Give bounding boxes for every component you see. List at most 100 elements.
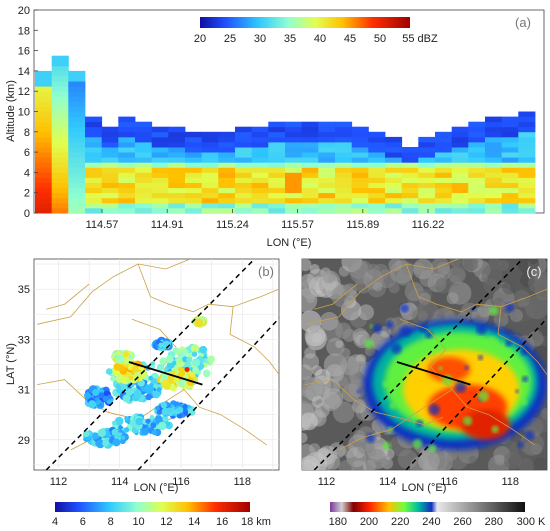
reflectivity-cell	[35, 121, 53, 128]
reflectivity-cell	[501, 172, 519, 178]
reflectivity-cell	[185, 202, 203, 209]
echo-pixel	[178, 380, 186, 387]
reflectivity-cell	[301, 202, 319, 209]
reflectivity-cell	[351, 197, 369, 204]
tb-cell	[454, 381, 467, 393]
reflectivity-cell	[68, 177, 86, 183]
echo-pixel	[182, 356, 189, 363]
reflectivity-cell	[118, 167, 136, 173]
echo-pixel	[137, 379, 145, 387]
reflectivity-cell	[318, 157, 336, 163]
reflectivity-cell	[35, 167, 53, 173]
reflectivity-cell	[335, 187, 353, 194]
reflectivity-cell	[168, 157, 186, 163]
echo-pixel	[202, 369, 211, 378]
reflectivity-cell	[68, 142, 86, 148]
panel-b-lat-ticks: 29 31 33 35	[18, 284, 30, 447]
tb-cell	[438, 366, 444, 371]
tb-texture	[437, 262, 450, 275]
lon-tick-label: 112	[50, 476, 68, 488]
reflectivity-cell	[318, 136, 336, 143]
reflectivity-cell	[35, 197, 53, 204]
reflectivity-cell	[35, 106, 53, 112]
tb-texture	[358, 304, 374, 321]
reflectivity-cell	[451, 172, 469, 178]
reflectivity-cell	[85, 116, 103, 123]
reflectivity-cell	[118, 142, 136, 148]
reflectivity-cell	[335, 202, 353, 209]
echo-pixel	[159, 357, 167, 365]
reflectivity-cell	[268, 142, 286, 148]
reflectivity-cell	[285, 121, 303, 128]
reflectivity-cell	[485, 121, 503, 128]
reflectivity-cell	[135, 177, 153, 183]
reflectivity-cell	[118, 131, 136, 138]
tb-cell	[504, 302, 515, 313]
reflectivity-cell	[235, 177, 253, 183]
colorbar-tick-label: 300 K	[517, 516, 546, 528]
reflectivity-cell	[368, 197, 386, 204]
reflectivity-cell	[401, 147, 419, 153]
reflectivity-cell	[318, 197, 336, 204]
tb-texture	[364, 345, 376, 357]
lat-tick-label: 35	[18, 284, 30, 296]
reflectivity-cell	[85, 177, 103, 183]
reflectivity-cell	[351, 177, 369, 183]
lat-tick-label: 29	[18, 435, 30, 447]
lon-tick-label: 112	[318, 476, 336, 488]
panel-b-lon-ticks: 112 114 116 118	[50, 476, 251, 488]
reflectivity-cell	[518, 192, 536, 199]
province-border	[229, 306, 279, 375]
tb-cell	[382, 380, 390, 388]
reflectivity-cell	[435, 136, 453, 143]
reflectivity-cell	[451, 182, 469, 189]
tb-cell	[382, 441, 391, 451]
echo-pixel	[88, 400, 97, 409]
echo-pixel	[170, 370, 175, 375]
echo-pixel	[151, 430, 157, 436]
reflectivity-cell	[168, 197, 186, 204]
reflectivity-cell	[35, 187, 53, 194]
reflectivity-cell	[68, 70, 86, 77]
reflectivity-cell	[68, 152, 86, 158]
reflectivity-cell	[468, 167, 486, 173]
reflectivity-cell	[518, 187, 536, 194]
echo-pixel	[97, 428, 107, 438]
reflectivity-cell	[485, 192, 503, 199]
reflectivity-cell	[85, 131, 103, 138]
panel-a-label: (a)	[515, 15, 531, 30]
reflectivity-cell	[351, 126, 369, 133]
reflectivity-cell	[151, 182, 169, 189]
panel-c-swath-lines	[313, 259, 547, 470]
colorbar-tick-label: 30	[254, 33, 266, 45]
reflectivity-cell	[285, 202, 303, 209]
reflectivity-cell	[335, 172, 353, 178]
reflectivity-cell	[218, 207, 236, 214]
reflectivity-cell	[251, 131, 269, 138]
reflectivity-cell	[351, 142, 369, 148]
tb-texture	[309, 264, 320, 274]
lon-tick-label: 118	[501, 476, 519, 488]
echo-pixel	[112, 438, 121, 447]
echo-pixel	[98, 392, 105, 399]
reflectivity-curtain	[35, 55, 536, 214]
reflectivity-cell	[368, 177, 386, 183]
tb-cell	[520, 398, 528, 406]
tb-texture	[372, 263, 389, 281]
reflectivity-cell	[518, 152, 536, 158]
reflectivity-cell	[285, 126, 303, 133]
reflectivity-cell	[35, 101, 53, 107]
reflectivity-cell	[351, 192, 369, 199]
panel-a-xlabel: LON (°E)	[267, 237, 312, 249]
colorbar-tick-label: 55 dBZ	[402, 33, 438, 45]
reflectivity-cell	[51, 177, 69, 183]
reflectivity-cell	[135, 142, 153, 148]
reflectivity-cell	[401, 167, 419, 173]
reflectivity-cell	[218, 177, 236, 183]
reflectivity-cell	[151, 157, 169, 163]
reflectivity-cell	[118, 121, 136, 128]
tb-texture	[502, 281, 516, 295]
echo-pixel	[182, 349, 189, 355]
reflectivity-cell	[51, 187, 69, 194]
reflectivity-cell	[268, 157, 286, 163]
